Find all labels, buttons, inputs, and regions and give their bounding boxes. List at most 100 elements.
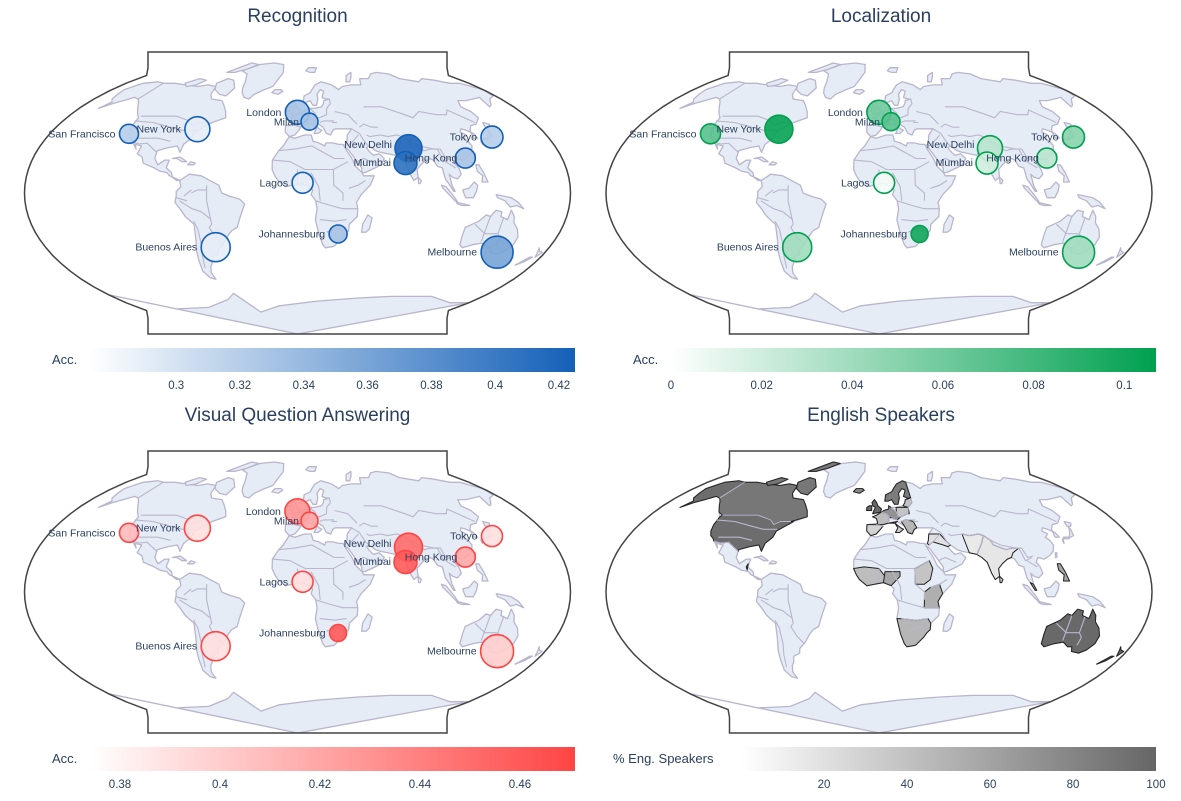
land-north-america [97,81,227,182]
colorbar-tick-label: 0.38 [109,779,131,791]
city-label-milan: Milan [855,117,880,129]
city-label-johannesburg: Johannesburg [259,229,326,241]
colorbar-tick-label: 0.4 [487,380,504,392]
border-24 [907,98,913,109]
map-english[interactable]: % Eng. Speakers 20 40 60 80 100 [581,399,1181,801]
land-new-guinea [495,193,525,210]
land-novaya-zemlya [926,71,934,83]
city-label-san-francisco: San Francisco [48,128,115,140]
colorbar-tick-label: 0.44 [409,779,432,791]
land-sumatra [1022,583,1041,603]
land-java [455,600,471,606]
country-30 [999,575,1004,584]
land-antarctica-strip [689,691,1052,733]
border-7 [760,200,793,221]
border-10 [176,596,188,601]
map-geography [97,461,543,733]
map-frame [23,450,572,734]
land-java [455,201,471,207]
city-label-buenos-aires: Buenos Aires [135,641,197,653]
land-novaya-zemlya [926,470,934,482]
city-label-hong-kong: Hong Kong [405,552,458,564]
land-philippines [1056,164,1071,183]
land-baffin [214,77,236,97]
land-new-zealand-south [1096,256,1115,266]
city-label-mumbai: Mumbai [354,556,391,568]
border-26 [319,519,334,523]
colorbar: Acc. 0 0.02 0.04 0.06 0.08 0.1 [633,348,1156,392]
country-28 [1029,582,1038,591]
city-label-mumbai: Mumbai [354,157,391,169]
border-4 [718,536,753,541]
border-18 [914,169,926,201]
land-eurasia [284,470,494,592]
border-18 [332,568,344,600]
border-23 [309,107,328,119]
city-label-hong-kong: Hong Kong [986,153,1039,165]
colorbar-tick-label: 20 [818,779,831,791]
border-38 [445,560,456,568]
border-23 [890,506,909,518]
map-frame [23,51,572,335]
land-cuba [753,156,769,163]
border-6 [774,619,788,668]
border-31 [961,533,984,537]
border-29 [928,533,941,546]
border-19 [348,579,366,588]
land-iceland [271,88,284,95]
city-marker-johannesburg [328,224,348,244]
land-hispaniola [768,560,778,565]
border-40 [1062,615,1073,641]
land-hispaniola [186,161,196,166]
border-11 [853,558,930,570]
city-marker-san-francisco [118,123,140,145]
city-label-london: London [246,107,281,119]
colorbar-tick-label: 0.36 [356,380,378,392]
city-marker-mumbai [393,549,418,575]
border-9 [183,189,192,197]
city-label-buenos-aires: Buenos Aires [135,242,197,254]
border-18 [914,568,926,600]
border-14 [892,571,903,600]
city-label-hong-kong: Hong Kong [405,153,458,165]
land-sri-lanka [998,176,1004,185]
land-baffin [795,77,817,97]
city-label-lagos: Lagos [259,177,288,189]
city-marker-milan [300,112,319,131]
city-label-johannesburg: Johannesburg [259,628,326,640]
map-geography [679,62,1125,334]
colorbar-tick-label: 80 [1067,779,1080,791]
border-37 [937,556,957,563]
land-cuba [171,156,188,163]
city-marker-hong-kong [454,546,477,568]
city-marker-san-francisco [699,123,722,145]
colorbar: Acc. 0.38 0.4 0.42 0.44 0.46 [52,747,575,791]
city-marker-milan [881,111,901,132]
land-victoria-island [184,476,208,487]
colorbar-tick-label: 0.32 [229,380,251,392]
border-41 [1076,632,1083,646]
city-marker-johannesburg [910,224,929,244]
colorbar-tick-label: 0.3 [168,380,184,392]
panel-localization: Localization San Francisco New York London… [581,0,1181,400]
city-label-new-delhi: New Delhi [344,139,392,151]
border-8 [772,189,788,194]
colorbar-gradient [741,747,1156,771]
city-label-san-francisco: San Francisco [48,527,115,539]
border-4 [136,137,171,142]
country-0 [718,481,808,526]
land-borneo [462,580,479,598]
land-eurasia [866,71,1076,193]
city-marker-new-york [183,514,212,542]
city-label-new-york: New York [137,124,182,136]
border-33 [990,539,1034,559]
border-2 [131,141,158,153]
border-1 [719,481,745,499]
country-31 [745,563,749,571]
border-16 [319,618,347,621]
city-label-lagos: Lagos [841,177,870,189]
